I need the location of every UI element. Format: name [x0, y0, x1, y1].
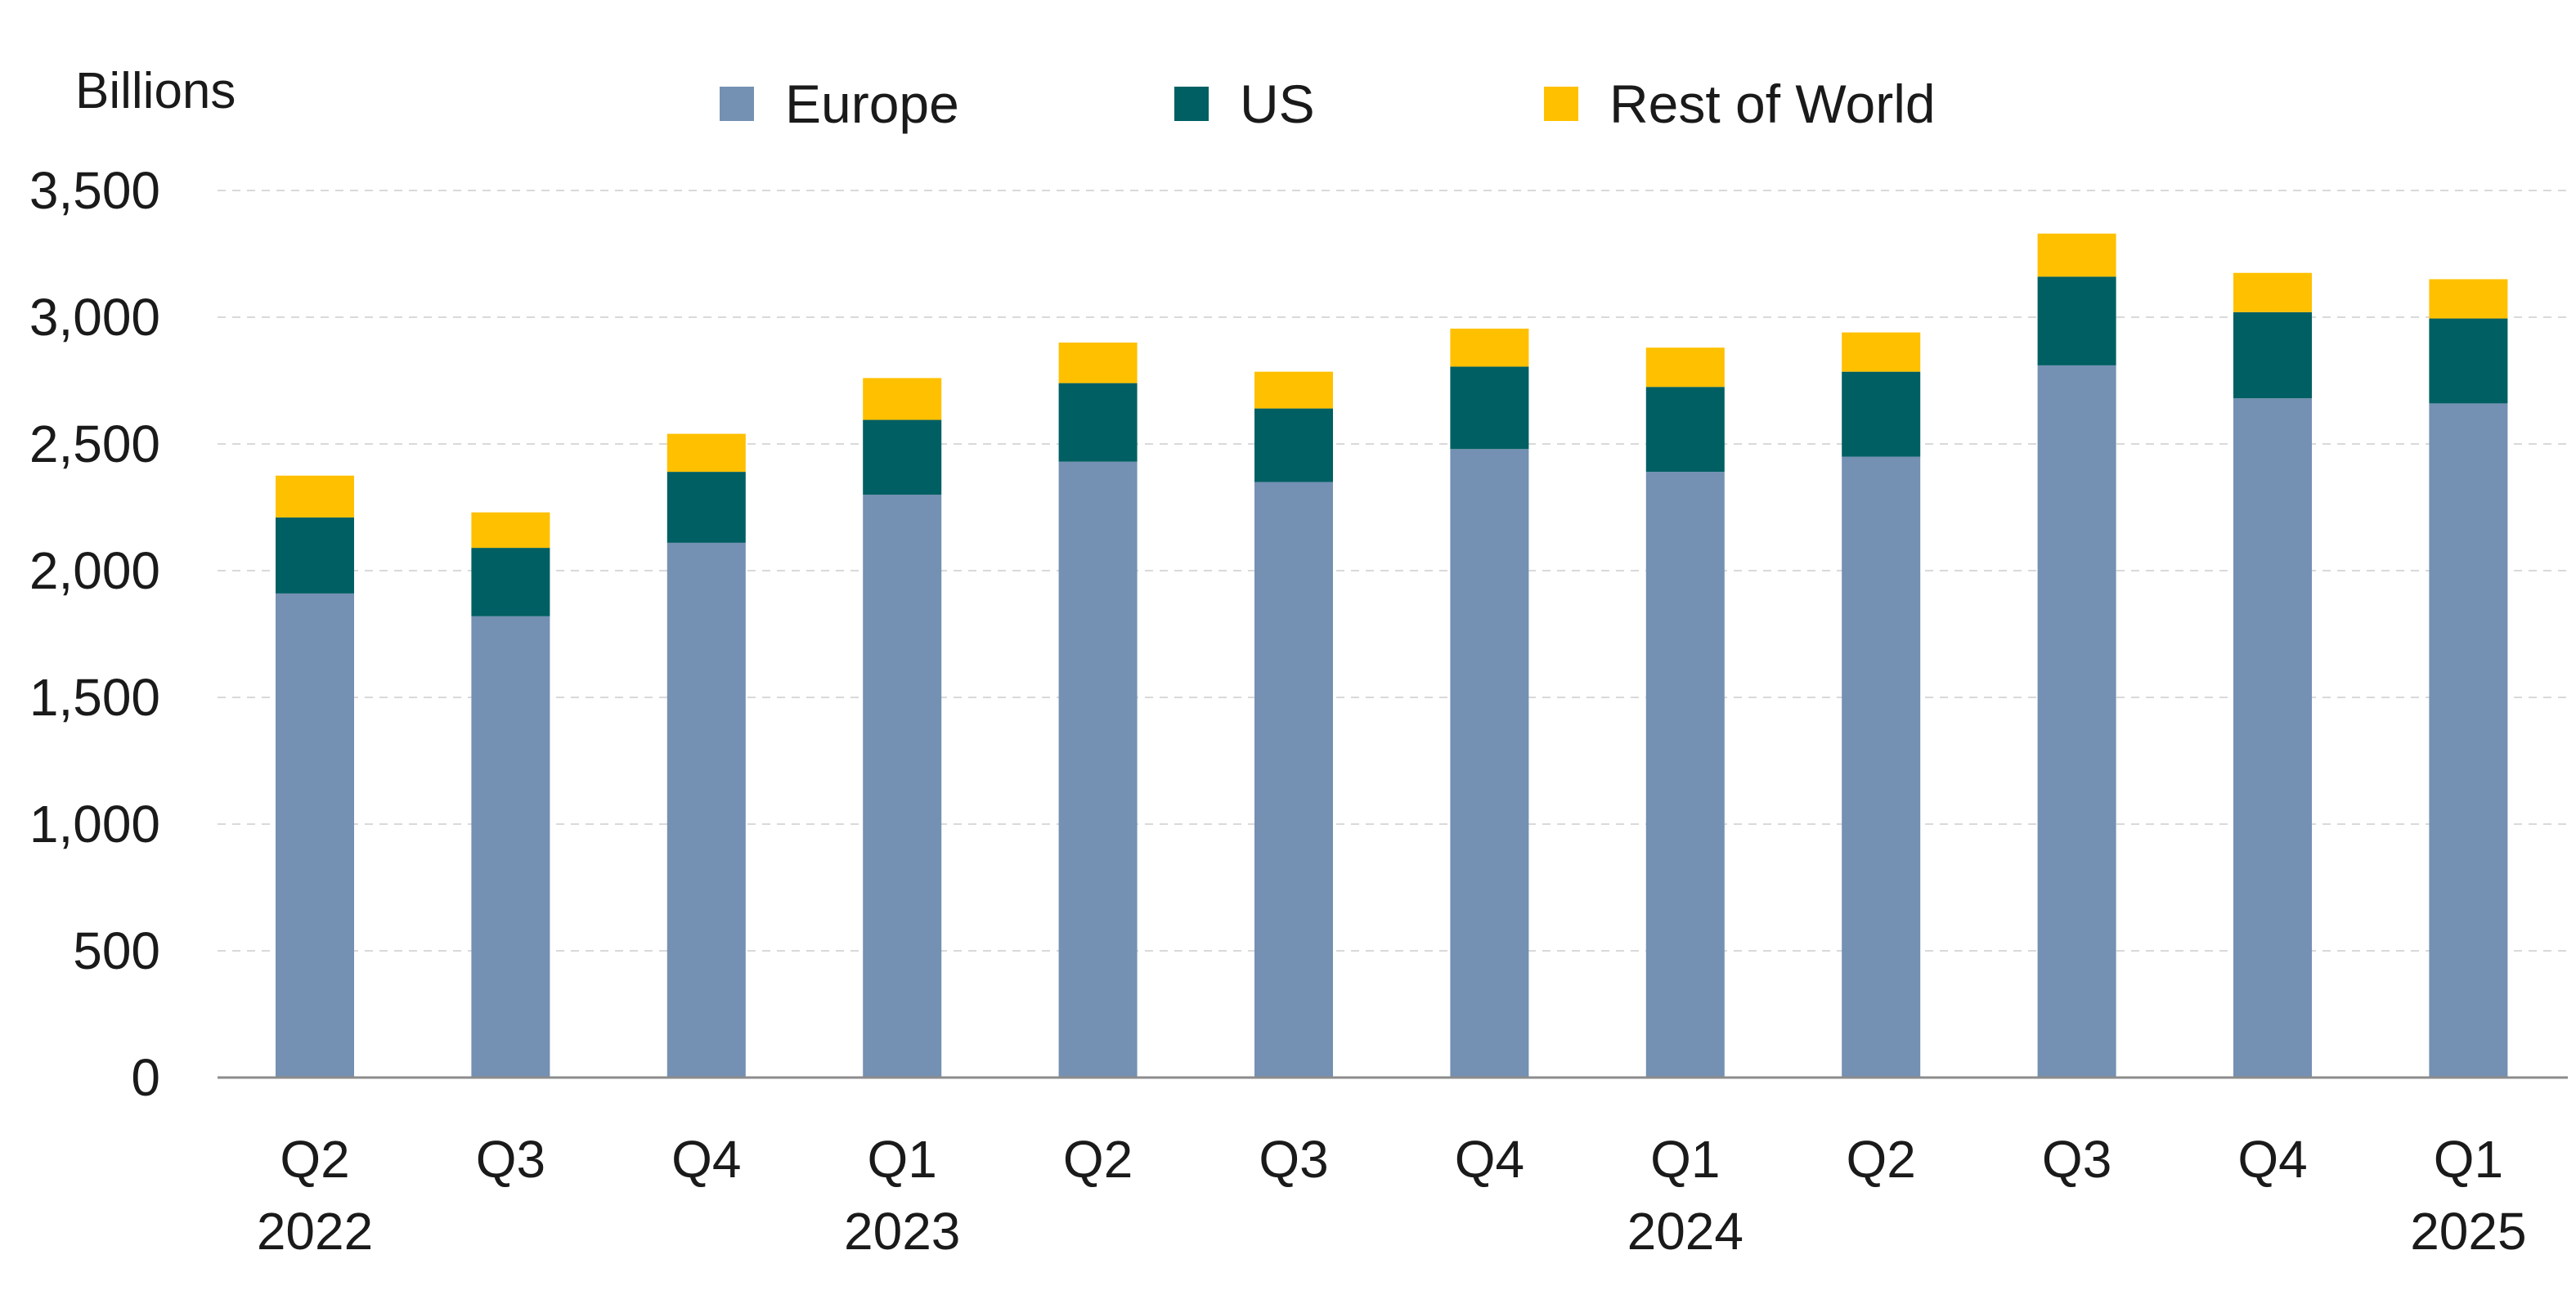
- bar-segment-europe: [2037, 365, 2116, 1078]
- legend-label: US: [1240, 74, 1315, 134]
- bar-segment-rest-of-world: [863, 378, 942, 420]
- bar-segment-us: [1645, 387, 1725, 473]
- x-tick-year-label: 2023: [844, 1202, 960, 1261]
- bar-segment-us: [2037, 276, 2116, 365]
- y-tick-label: 2,000: [29, 541, 160, 600]
- x-tick-quarter-label: Q1: [868, 1130, 937, 1189]
- bar-segment-europe: [1058, 461, 1138, 1078]
- bar-segment-us: [1058, 383, 1138, 462]
- bar-segment-rest-of-world: [1450, 328, 1529, 367]
- bar-segment-europe: [863, 495, 942, 1078]
- y-tick-label: 2,500: [29, 415, 160, 473]
- bar-segment-europe: [1645, 472, 1725, 1078]
- bar-segment-rest-of-world: [1254, 371, 1333, 409]
- gridlines: [218, 190, 2568, 952]
- bar-segment-us: [2233, 311, 2312, 399]
- legend: Europe US Rest of World: [720, 74, 1936, 134]
- y-tick-label: 3,000: [29, 288, 160, 347]
- bar-segment-rest-of-world: [1842, 332, 1921, 372]
- bar-segment-rest-of-world: [276, 475, 354, 518]
- bar-segment-us: [276, 517, 354, 594]
- x-tick-quarter-label: Q2: [1847, 1130, 1916, 1189]
- bar-segment-us: [863, 419, 942, 495]
- bar-segment-rest-of-world: [666, 433, 746, 473]
- bar-segment-europe: [666, 542, 746, 1078]
- x-tick-quarter-label: Q4: [2237, 1130, 2307, 1189]
- legend-swatch: [720, 87, 754, 121]
- x-tick-year-label: 2024: [1627, 1202, 1744, 1261]
- legend-swatch: [1174, 87, 1209, 121]
- x-axis-ticks: Q2 2022 Q3 Q4 Q1 2023 Q2 Q3 Q4 Q1 2024 Q2 Q3 Q4 Q1 2025: [257, 1130, 2527, 1261]
- bar-segment-rest-of-world: [1058, 343, 1138, 383]
- bar-segment-europe: [1254, 482, 1333, 1078]
- y-tick-label: 3,500: [29, 161, 160, 220]
- x-tick-quarter-label: Q4: [671, 1130, 741, 1189]
- x-tick-quarter-label: Q3: [476, 1130, 545, 1189]
- x-tick-quarter-label: Q3: [2042, 1130, 2112, 1189]
- bar-segment-rest-of-world: [2429, 279, 2508, 319]
- bar-segment-rest-of-world: [2037, 233, 2116, 277]
- x-tick-year-label: 2022: [257, 1202, 373, 1261]
- y-tick-label: 1,500: [29, 668, 160, 727]
- bar-segment-us: [471, 548, 550, 616]
- bar-segment-europe: [2429, 403, 2508, 1078]
- bar-segment-europe: [471, 616, 550, 1078]
- bar-segment-europe: [1842, 456, 1921, 1078]
- y-tick-label: 0: [131, 1048, 160, 1107]
- x-tick-quarter-label: Q4: [1455, 1130, 1524, 1189]
- legend-swatch: [1544, 87, 1578, 121]
- bar-segment-us: [1842, 371, 1921, 457]
- x-tick-year-label: 2025: [2410, 1202, 2526, 1261]
- bar-segment-us: [666, 472, 746, 543]
- bars: [276, 233, 2508, 1078]
- bar-segment-rest-of-world: [1645, 347, 1725, 388]
- y-axis-unit-label: Billions: [75, 63, 236, 119]
- bar-segment-europe: [1450, 449, 1529, 1078]
- legend-label: Europe: [785, 74, 959, 134]
- bar-segment-europe: [2233, 398, 2312, 1078]
- x-tick-quarter-label: Q1: [2434, 1130, 2503, 1189]
- bar-segment-rest-of-world: [471, 512, 550, 549]
- y-tick-label: 1,000: [29, 795, 160, 854]
- y-axis-ticks: 0 500 1,000 1,500 2,000 2,500 3,000 3,500: [29, 161, 160, 1107]
- y-tick-label: 500: [73, 921, 160, 980]
- x-tick-quarter-label: Q1: [1650, 1130, 1720, 1189]
- x-tick-quarter-label: Q2: [280, 1130, 349, 1189]
- bar-segment-us: [2429, 318, 2508, 404]
- bar-segment-us: [1450, 366, 1529, 450]
- bar-segment-rest-of-world: [2233, 272, 2312, 312]
- bar-segment-us: [1254, 408, 1333, 482]
- legend-label: Rest of World: [1609, 74, 1936, 134]
- x-tick-quarter-label: Q3: [1259, 1130, 1328, 1189]
- x-tick-quarter-label: Q2: [1063, 1130, 1133, 1189]
- bar-segment-europe: [276, 593, 354, 1078]
